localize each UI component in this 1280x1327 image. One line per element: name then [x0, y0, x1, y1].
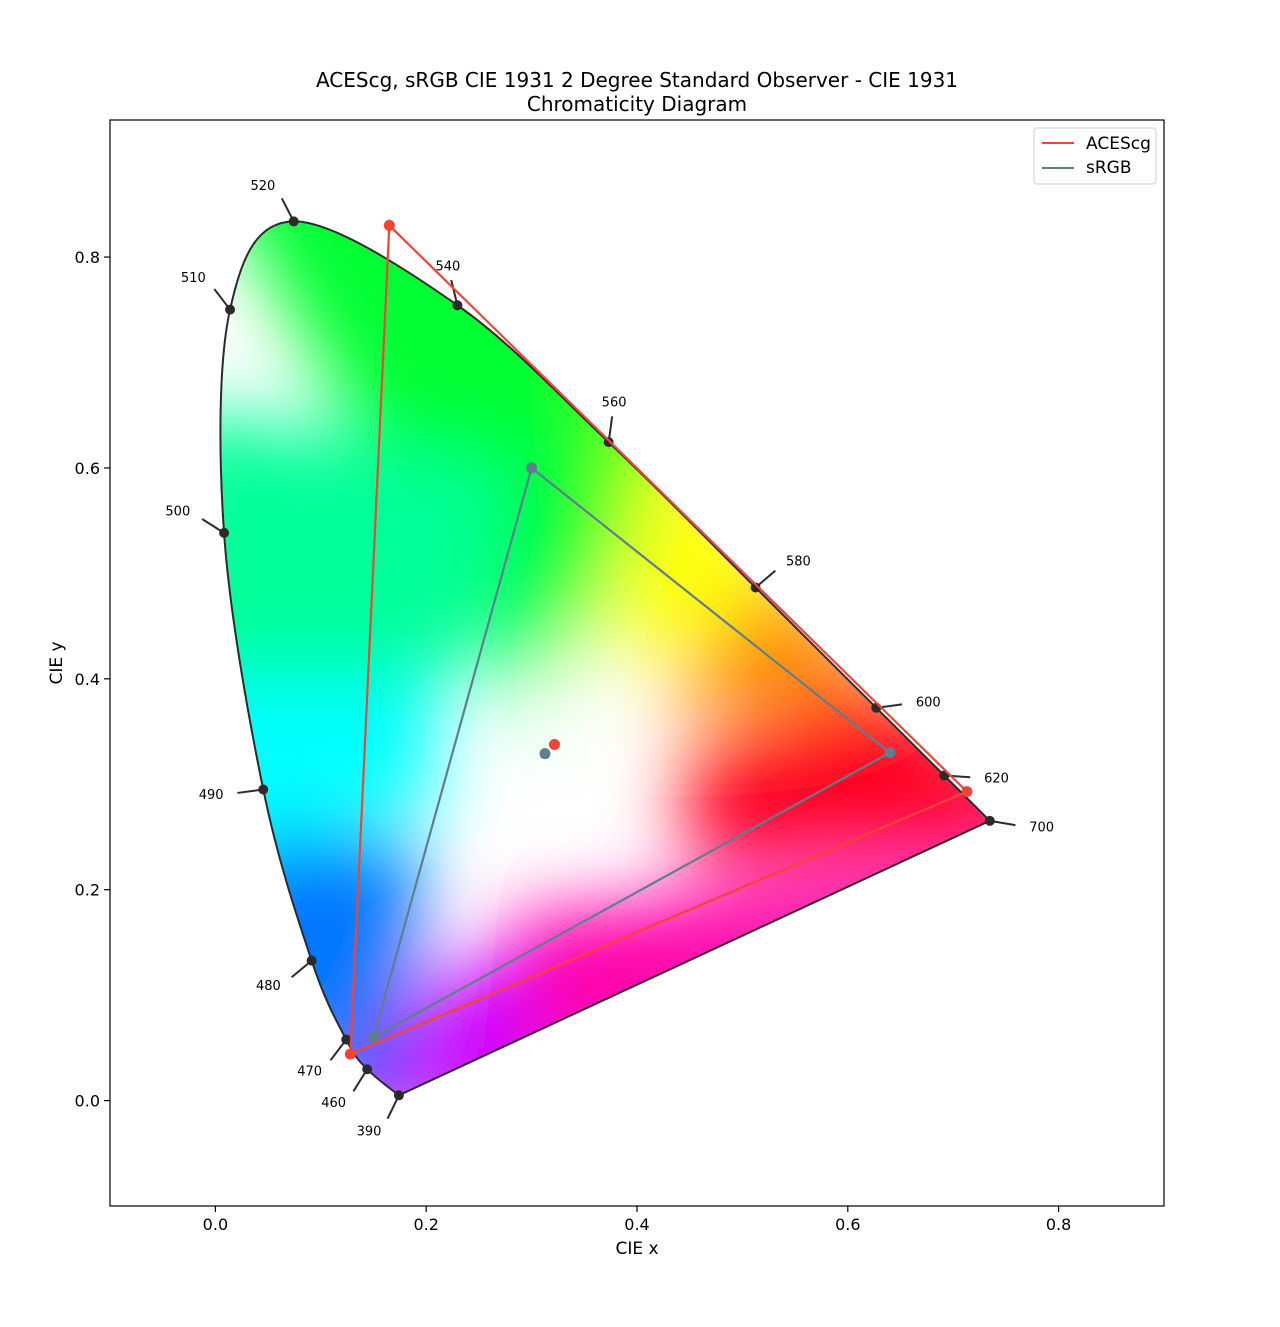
y-tick-label-2: 0.4: [75, 670, 100, 689]
primary-point-srgb-2: [368, 1031, 379, 1043]
gamut-triangle-acescg: [349, 222, 969, 1056]
wavelength-point-500: [219, 527, 230, 538]
x-tick-label-4: 0.8: [1046, 1215, 1071, 1234]
plot-area: [201, 197, 1016, 1120]
wavelength-point-460: [362, 1064, 373, 1075]
wavelength-label-390: 390: [357, 1124, 382, 1139]
x-axis-label: CIE x: [615, 1239, 658, 1259]
y-axis-ticks: 0.0 0.2 0.4 0.6 0.8: [75, 248, 110, 1111]
primary-point-acescg-0: [961, 786, 973, 798]
wavelength-labels: 390 460 470 480 490 500 510 520 540 560 580 600 620 7…: [165, 179, 1054, 1139]
x-axis-ticks: 0.0 0.2 0.4 0.6 0.8: [203, 1206, 1071, 1234]
whitepoint-acescg: [548, 739, 560, 751]
y-tick-label-3: 0.6: [75, 459, 100, 478]
chart-title-line2: Chromaticity Diagram: [527, 92, 747, 116]
y-tick-label-1: 0.2: [75, 881, 100, 900]
wavelength-point-490: [258, 784, 269, 795]
colourspace-series: [344, 219, 973, 1060]
chart-title-line1: ACEScg, sRGB CIE 1931 2 Degree Standard …: [316, 68, 958, 92]
wavelength-label-600: 600: [916, 695, 941, 710]
wavelength-point-580: [750, 582, 761, 593]
wavelength-label-460: 460: [321, 1096, 346, 1111]
primary-point-srgb-0: [884, 747, 896, 759]
wavelength-label-580: 580: [786, 554, 811, 569]
wavelength-point-560: [603, 437, 614, 448]
legend: ACEScg sRGB: [1033, 127, 1157, 185]
wavelength-label-620: 620: [984, 771, 1009, 786]
x-tick-label-3: 0.6: [835, 1215, 860, 1234]
x-tick-label-1: 0.2: [413, 1215, 438, 1234]
primary-point-acescg-1: [383, 219, 395, 231]
y-tick-label-4: 0.8: [75, 248, 100, 267]
x-tick-label-2: 0.4: [624, 1215, 649, 1234]
legend-label-srgb: sRGB: [1086, 158, 1132, 178]
wavelength-label-500: 500: [165, 505, 190, 520]
y-axis-label: CIE y: [47, 641, 67, 684]
wavelength-label-480: 480: [256, 979, 281, 994]
legend-label-acescg: ACEScg: [1086, 134, 1151, 154]
wavelength-ticks: [201, 197, 1016, 1120]
wavelength-point-540: [452, 300, 463, 311]
spectral-locus-fill: [220, 221, 990, 1096]
wavelength-label-700: 700: [1029, 820, 1054, 835]
wavelength-point-390: [393, 1090, 404, 1101]
wavelength-point-480: [306, 955, 317, 966]
wavelength-label-520: 520: [251, 179, 276, 194]
wavelength-label-490: 490: [199, 788, 224, 803]
wavelength-point-520: [288, 216, 299, 227]
wavelength-point-470: [341, 1034, 352, 1045]
wavelength-label-540: 540: [435, 259, 460, 274]
primary-point-srgb-1: [526, 462, 538, 474]
y-tick-label-0: 0.0: [75, 1092, 100, 1111]
primary-point-acescg-2: [344, 1048, 356, 1060]
wavelength-label-470: 470: [297, 1064, 322, 1079]
gamut-triangle-srgb: [371, 466, 892, 1040]
wavelength-point-700: [984, 815, 995, 826]
wavelength-point-510: [225, 304, 236, 315]
x-tick-label-0: 0.0: [203, 1215, 228, 1234]
wavelength-label-510: 510: [181, 271, 206, 286]
whitepoint-srgb: [539, 748, 551, 760]
wavelength-label-560: 560: [602, 395, 627, 410]
